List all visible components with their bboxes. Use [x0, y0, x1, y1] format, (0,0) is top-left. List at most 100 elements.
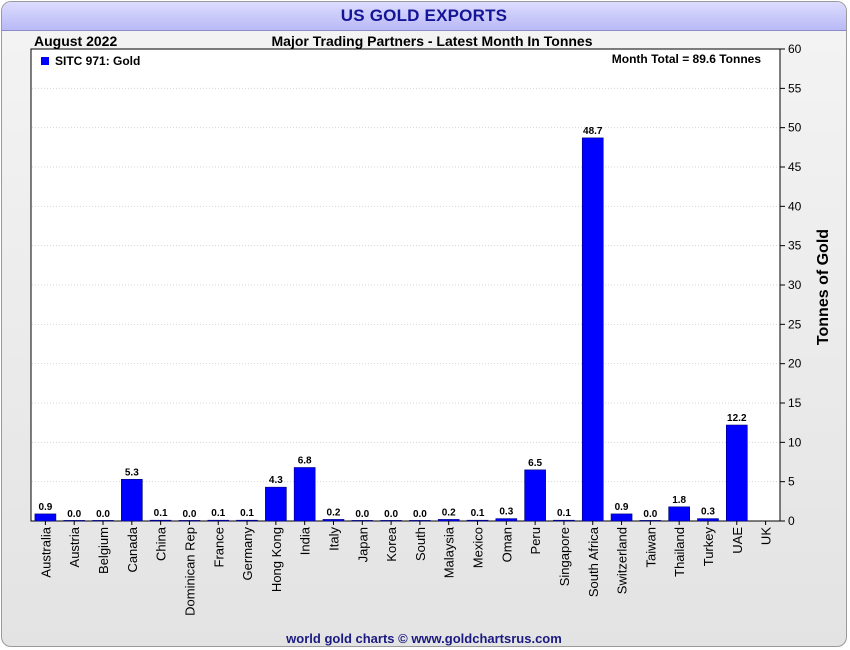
bar — [293, 467, 316, 522]
x-category-label: Singapore — [557, 527, 572, 586]
bar — [668, 506, 690, 522]
y-axis-label: Tonnes of Gold — [815, 229, 832, 345]
bar — [409, 520, 431, 522]
bar-value-label: 0.2 — [327, 507, 341, 518]
x-axis-labels: Australia Austria Belgium Canada China Domini… — [38, 521, 774, 616]
x-category-label: France — [211, 527, 226, 567]
bar-value-label: 0.9 — [615, 502, 629, 513]
y-tick-label: 25 — [788, 317, 802, 331]
x-category-label: Australia — [38, 526, 53, 577]
bar-value-label: 5.3 — [125, 467, 139, 478]
bar-value-label: 6.5 — [528, 458, 542, 469]
x-category-label: Malaysia — [442, 526, 457, 578]
bar-value-label: 0.1 — [211, 508, 225, 519]
x-category-label: Thailand — [672, 527, 687, 577]
y-tick-label: 20 — [788, 357, 802, 371]
y-tick-label: 50 — [788, 121, 802, 135]
bar — [178, 520, 201, 522]
bar — [149, 519, 172, 522]
bar-value-label: 0.0 — [355, 509, 369, 520]
bar-value-label: 0.2 — [442, 507, 456, 518]
bar-value-label: 12.2 — [727, 413, 747, 424]
y-tick-label: 0 — [788, 514, 795, 528]
bar — [322, 519, 345, 522]
bar-value-label: 0.3 — [701, 507, 715, 518]
y-tick-label: 35 — [788, 239, 802, 253]
bar — [553, 519, 575, 522]
x-category-label: Italy — [326, 527, 341, 551]
bar — [639, 520, 662, 522]
bar-value-label: 4.3 — [269, 475, 283, 486]
bar-value-label: 0.0 — [67, 509, 81, 520]
bar-value-label: 0.1 — [557, 508, 571, 519]
x-category-label: Germany — [240, 527, 255, 581]
x-category-label: Mexico — [471, 527, 486, 568]
x-category-label: China — [154, 526, 169, 561]
bar-value-label: 0.3 — [499, 507, 513, 518]
bar — [265, 486, 287, 522]
x-category-label: South Africa — [586, 526, 601, 597]
bar — [236, 519, 258, 522]
y-axis-ticks: 0 5 10 15 20 25 30 35 40 45 50 55 60 — [780, 42, 802, 528]
month-total: Month Total = 89.6 Tonnes — [612, 52, 762, 66]
y-tick-label: 45 — [788, 160, 802, 174]
chart-subtitle: Major Trading Partners - Latest Month In… — [272, 33, 593, 49]
bar — [121, 479, 143, 522]
x-category-label: Taiwan — [643, 527, 658, 567]
bar — [610, 513, 633, 522]
x-category-label: Switzerland — [615, 527, 630, 594]
x-category-label: Oman — [499, 527, 514, 562]
chart-title: US GOLD EXPORTS — [2, 2, 846, 31]
x-category-label: Hong Kong — [269, 527, 284, 592]
bar-value-label: 0.0 — [182, 509, 196, 520]
bar — [437, 519, 460, 522]
bar-value-label: 0.0 — [384, 509, 398, 520]
x-category-label: Japan — [355, 527, 370, 562]
x-category-label: India — [298, 526, 313, 555]
y-tick-label: 30 — [788, 278, 802, 292]
x-category-label: South — [413, 527, 428, 561]
bar-value-label: 0.0 — [96, 509, 110, 520]
x-category-label: Turkey — [701, 527, 716, 567]
bar — [697, 518, 719, 522]
date-label: August 2022 — [34, 33, 117, 49]
bar — [581, 137, 604, 522]
bar-value-label: 1.8 — [672, 495, 686, 506]
y-tick-label: 10 — [788, 435, 802, 449]
bar — [92, 520, 114, 522]
x-category-label: Canada — [125, 526, 140, 572]
x-category-label: Belgium — [96, 527, 111, 574]
bar — [524, 469, 546, 522]
bar-value-label: 0.9 — [38, 502, 52, 513]
legend-swatch — [41, 57, 49, 65]
bar — [207, 519, 230, 522]
bar — [380, 520, 402, 522]
bar — [63, 520, 86, 522]
bar — [34, 513, 57, 522]
y-tick-label: 5 — [788, 475, 795, 489]
x-category-label: UK — [759, 527, 774, 545]
bar-value-label: 0.1 — [154, 508, 168, 519]
bar — [466, 519, 489, 522]
x-category-label: Dominican Rep — [182, 527, 197, 616]
y-tick-label: 60 — [788, 42, 802, 56]
bar-value-label: 6.8 — [298, 456, 312, 467]
bar-value-labels: 0.9 0.0 0.0 5.3 0.1 0.0 0.1 0.1 4.3 6.8 0.2 0.0 0.0 0… — [38, 126, 747, 520]
bar-value-label: 48.7 — [583, 126, 603, 137]
x-category-label: Peru — [528, 527, 543, 554]
legend-label: SITC 971: Gold — [55, 54, 140, 68]
bar-value-label: 0.0 — [643, 509, 657, 520]
bar-value-label: 0.0 — [413, 509, 427, 520]
bar — [495, 518, 518, 522]
bar-value-label: 0.1 — [471, 508, 485, 519]
x-category-label: UAE — [730, 527, 745, 554]
y-tick-label: 40 — [788, 199, 802, 213]
bar-value-label: 0.1 — [240, 508, 254, 519]
bar — [725, 424, 748, 522]
y-tick-label: 55 — [788, 81, 802, 95]
x-category-label: Austria — [67, 526, 82, 567]
footer-credit: world gold charts © www.goldchartsrus.co… — [286, 631, 562, 646]
x-category-label: Korea — [384, 526, 399, 561]
